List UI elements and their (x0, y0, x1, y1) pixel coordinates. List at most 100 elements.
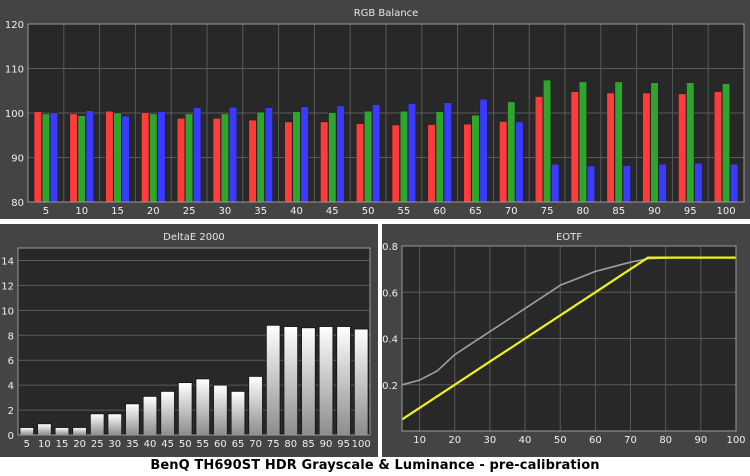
blue-bar (730, 163, 739, 203)
x-tick-label: 45 (161, 439, 174, 450)
y-tick-label: 100 (5, 109, 24, 120)
deltae-bar (318, 326, 334, 436)
green-bar (328, 112, 337, 203)
blue-bar (622, 165, 631, 203)
blue-bar (193, 107, 202, 203)
blue-bar (372, 104, 381, 203)
deltae-bar (265, 324, 281, 436)
blue-bar (515, 121, 524, 203)
x-tick-label: 15 (56, 439, 69, 450)
deltae-bar (37, 423, 52, 436)
eotf-panel: EOTF 0.2 0.4 0.6 0.8 10 20 30 40 50 60 70 80 90 100 (382, 224, 750, 457)
green-bar (507, 101, 516, 203)
x-tick-label: 25 (91, 439, 104, 450)
deltae-bar (230, 390, 246, 436)
x-tick-label: 20 (147, 206, 160, 217)
x-tick-label: 70 (249, 439, 262, 450)
x-tick-label: 55 (196, 439, 209, 450)
deltae-bar (142, 395, 158, 436)
x-tick-label: 100 (717, 206, 736, 217)
red-bar (284, 121, 293, 203)
y-tick-label: 0.6 (382, 288, 398, 299)
blue-bar (587, 165, 595, 203)
green-bar (292, 111, 301, 203)
green-bar (149, 113, 158, 203)
y-tick-label: 2 (8, 406, 14, 417)
red-bar (391, 124, 400, 203)
green-bar (41, 113, 50, 203)
x-tick-label: 10 (413, 435, 426, 446)
deltae-bar (72, 427, 87, 436)
deltae-bar (19, 427, 35, 436)
deltae-bar (301, 327, 316, 436)
eotf-measured-line (401, 256, 736, 421)
x-tick-label: 35 (254, 206, 267, 217)
deltae-bar (195, 378, 211, 436)
green-bar (220, 113, 229, 203)
plot-border (17, 247, 371, 436)
x-tick-label: 20 (448, 435, 461, 446)
plot-area (18, 248, 370, 435)
blue-bar (121, 115, 130, 203)
x-tick-label: 10 (38, 439, 51, 450)
deltae-bar (107, 413, 123, 436)
deltae-bar (353, 328, 369, 436)
red-bar (248, 119, 257, 203)
x-tick-label: 40 (290, 206, 303, 217)
green-bar (364, 110, 373, 203)
x-tick-label: 85 (612, 206, 625, 217)
x-tick-label: 30 (484, 435, 497, 446)
red-bar (69, 113, 78, 203)
red-bar (427, 124, 436, 203)
blue-bar (300, 106, 309, 203)
chart-title: EOTF (556, 232, 582, 243)
x-tick-label: 15 (111, 206, 124, 217)
x-tick-label: 85 (302, 439, 315, 450)
x-tick-label: 5 (43, 206, 49, 217)
blue-bar (85, 110, 94, 203)
deltae-panel: DeltaE 2000 0 2 4 6 8 10 12 14 5 10 15 20 25 30 35 40 45 5… (0, 224, 378, 457)
x-tick-label: 60 (214, 439, 227, 450)
deltae-bar (336, 326, 351, 436)
x-tick-label: 20 (73, 439, 86, 450)
red-bar (606, 92, 615, 203)
red-bar (678, 93, 687, 203)
deltae-bar (125, 403, 140, 436)
blue-bar (408, 103, 416, 203)
x-tick-label: 50 (362, 206, 375, 217)
x-tick-label: 95 (337, 439, 350, 450)
green-bar (578, 81, 587, 203)
green-bar (614, 81, 623, 203)
green-bar (399, 110, 408, 203)
eotf-chart: EOTF 0.2 0.4 0.6 0.8 10 20 30 40 50 60 70 80 90 100 (382, 232, 745, 446)
blue-bar (229, 106, 237, 203)
x-tick-label: 50 (179, 439, 192, 450)
deltae-bar (283, 326, 299, 436)
blue-bar (479, 98, 488, 203)
red-bar (33, 111, 42, 203)
y-tick-label: 110 (5, 65, 24, 76)
blue-bar (551, 163, 560, 203)
blue-bar (50, 112, 58, 203)
x-tick-label: 65 (232, 439, 245, 450)
x-tick-label: 65 (469, 206, 482, 217)
red-bar (105, 110, 114, 203)
x-tick-label: 75 (541, 206, 554, 217)
y-tick-label: 0.4 (382, 335, 398, 346)
plot-border (27, 23, 745, 203)
x-tick-label: 40 (144, 439, 157, 450)
x-tick-label: 80 (659, 435, 672, 446)
red-bar (212, 118, 221, 203)
green-bar (185, 113, 194, 203)
green-bar (650, 82, 659, 203)
x-tick-label: 35 (126, 439, 139, 450)
x-tick-label: 10 (75, 206, 88, 217)
rgb-balance-chart: RGB Balance 80 90 100 110 120 5 10 15 20 25 30 35 40 4… (5, 8, 745, 217)
red-bar (642, 92, 651, 203)
red-bar (570, 91, 579, 203)
y-tick-label: 14 (1, 256, 14, 267)
chart-title: DeltaE 2000 (163, 232, 225, 243)
y-tick-label: 8 (8, 331, 14, 342)
blue-bar (443, 102, 452, 203)
x-tick-label: 80 (577, 206, 590, 217)
